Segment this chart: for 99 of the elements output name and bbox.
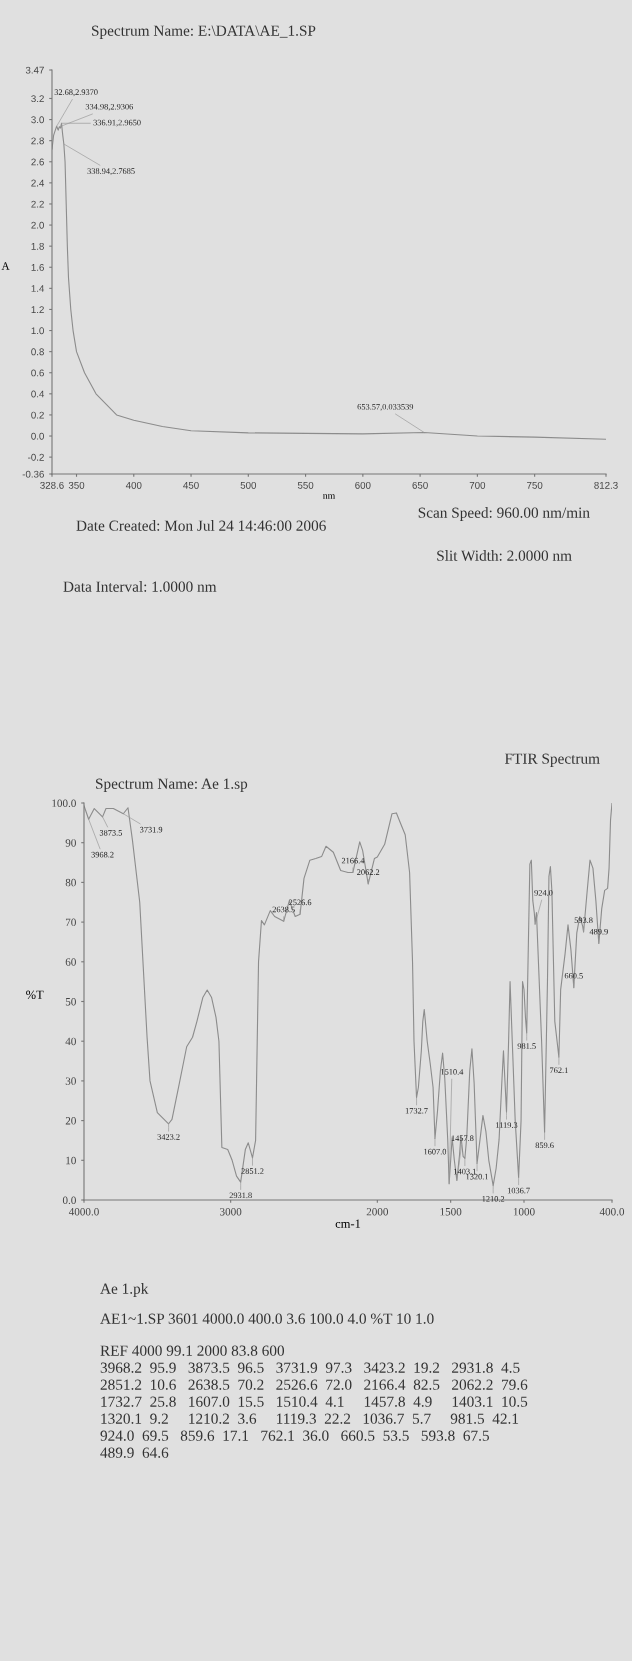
y-axis-title: %T bbox=[26, 990, 44, 999]
y-tick-label: 70 bbox=[65, 918, 76, 927]
text: Date Created: Mon Jul 24 14:46:00 2006 bbox=[76, 520, 326, 531]
y-tick-label: 1.4 bbox=[31, 285, 45, 292]
text: Data Interval: 1.0000 nm bbox=[63, 581, 217, 592]
chart-title: Spectrum Name: Ae 1.sp bbox=[96, 778, 248, 792]
chart-title: Spectrum Name: E:\DATA\AE_1.SP bbox=[92, 25, 316, 39]
x-tick-label: 650 bbox=[412, 481, 428, 489]
annotation: 489.9 bbox=[589, 928, 608, 935]
annotation: 2526.6 bbox=[289, 899, 312, 906]
annotation: 653.57,0.033539 bbox=[357, 403, 414, 411]
text: 2851.2 10.6 2638.5 70.2 2526.6 72.0 2166.4 82.5 2062.2 79.6 bbox=[100, 1379, 528, 1390]
annotation: 2851.2 bbox=[241, 1168, 264, 1174]
y-tick-label: 20 bbox=[65, 1117, 76, 1125]
x-tick-label: 400.0 bbox=[599, 1207, 625, 1216]
x-tick-label: 500 bbox=[240, 481, 257, 489]
annotation: 1403.1 bbox=[454, 1168, 476, 1175]
y-tick-label: -0.2 bbox=[28, 453, 44, 461]
annotation: 924.0 bbox=[534, 889, 553, 896]
y-axis-title: A bbox=[1, 262, 10, 270]
y-tick-label: 2.0 bbox=[31, 221, 44, 229]
y-tick-label: 2.6 bbox=[31, 158, 44, 166]
y-tick-label: 40 bbox=[65, 1037, 76, 1046]
annotation: 3731.9 bbox=[140, 826, 163, 833]
y-tick-label: -0.36 bbox=[22, 470, 44, 478]
text: AE1~1.SP 3601 4000.0 400.0 3.6 100.0 4.0 %T 10 1.0 bbox=[100, 1313, 434, 1324]
y-tick-label: 1.6 bbox=[31, 263, 44, 271]
y-tick-label: 1.0 bbox=[31, 327, 44, 335]
annotation: 3968.2 bbox=[91, 851, 114, 858]
y-tick-label: 10 bbox=[66, 1156, 76, 1165]
annotation: 1457.8 bbox=[451, 1135, 474, 1141]
y-tick-label: 100.0 bbox=[52, 799, 76, 808]
y-tick-label: 0.2 bbox=[31, 411, 44, 419]
y-tick-label: 3.2 bbox=[31, 95, 44, 103]
annotation: 1119.3 bbox=[496, 1122, 518, 1128]
y-tick-label: 1.2 bbox=[31, 306, 44, 313]
chart-subtitle: FTIR Spectrum bbox=[504, 753, 600, 767]
x-tick-label: 350 bbox=[68, 481, 85, 489]
y-tick-label: 30 bbox=[65, 1077, 76, 1085]
annotation: 1320.1 bbox=[466, 1173, 489, 1180]
x-tick-label: 1500 bbox=[440, 1207, 462, 1216]
y-tick-label: 0.0 bbox=[62, 1196, 76, 1205]
x-tick-label: 3000 bbox=[220, 1207, 242, 1216]
annotation: 1607.0 bbox=[424, 1148, 447, 1155]
x-tick-label: 1000 bbox=[513, 1207, 535, 1216]
x-tick-label: 450 bbox=[183, 481, 199, 489]
x-tick-label: 4000.0 bbox=[68, 1207, 99, 1216]
x-tick-label: 750 bbox=[527, 481, 543, 489]
annotation: 32.68,2.9370 bbox=[54, 89, 98, 97]
text: 489.9 64.6 bbox=[100, 1447, 169, 1458]
y-tick-label: 90 bbox=[65, 839, 76, 847]
annotation: 762.1 bbox=[550, 1067, 568, 1074]
annotation: 338.94,2.7685 bbox=[87, 168, 135, 176]
x-tick-label: 812.3 bbox=[594, 481, 618, 489]
text: 924.0 69.5 859.6 17.1 762.1 36.0 660.5 53.5 593.8 67.5 bbox=[100, 1430, 489, 1441]
annotation: 981.5 bbox=[517, 1043, 536, 1049]
text: Scan Speed: 960.00 nm/min bbox=[418, 507, 590, 521]
x-tick-label: 400 bbox=[125, 481, 142, 489]
text: Slit Width: 2.0000 nm bbox=[437, 550, 572, 561]
annotation: 593.8 bbox=[574, 917, 593, 924]
annotation: 3873.5 bbox=[99, 830, 123, 836]
annotation: 2638.5 bbox=[272, 906, 295, 913]
annotation: 660.5 bbox=[564, 972, 583, 979]
x-tick-label: 600 bbox=[355, 481, 371, 489]
annotation: 334.98,2.9306 bbox=[85, 103, 134, 111]
y-tick-label: 0.6 bbox=[31, 369, 44, 377]
x-axis-title: cm-1 bbox=[335, 1219, 361, 1228]
y-tick-label: 2.8 bbox=[31, 137, 44, 145]
annotation: 1732.7 bbox=[405, 1107, 428, 1114]
y-tick-label: 0.8 bbox=[31, 348, 44, 356]
annotation: 1510.4 bbox=[441, 1069, 464, 1075]
x-axis-title: nm bbox=[323, 494, 336, 499]
annotation: 3423.2 bbox=[157, 1134, 180, 1140]
y-tick-label: 1.8 bbox=[31, 242, 44, 250]
y-tick-label: 2.2 bbox=[31, 200, 44, 208]
text: 3968.2 95.9 3873.5 96.5 3731.9 97.3 3423.2 19.2 2931.8 4.5 bbox=[100, 1362, 520, 1373]
annotation: 336.91,2.9650 bbox=[93, 119, 141, 127]
y-tick-label: 0.4 bbox=[31, 390, 45, 398]
text: 1320.1 9.2 1210.2 3.6 1119.3 22.2 1036.7 5.7 981.5 42.1 bbox=[101, 1413, 519, 1424]
annotation: 1210.2 bbox=[482, 1196, 505, 1202]
y-tick-label: 2.4 bbox=[31, 179, 45, 187]
annotation: 2166.4 bbox=[341, 857, 365, 864]
annotation: 2062.2 bbox=[357, 869, 380, 875]
y-tick-label: 50 bbox=[65, 997, 76, 1006]
text: REF 4000 99.1 2000 83.8 600 bbox=[100, 1345, 285, 1356]
y-tick-label: 3.47 bbox=[25, 66, 44, 74]
annotation: 2931.8 bbox=[229, 1192, 252, 1199]
y-tick-label: 60 bbox=[65, 958, 76, 966]
text: Ae 1.pk bbox=[100, 1283, 149, 1297]
x-tick-label: 700 bbox=[469, 481, 486, 489]
x-tick-label: 328.6 bbox=[40, 481, 64, 489]
y-tick-label: 0.0 bbox=[31, 432, 44, 440]
y-tick-label: 80 bbox=[65, 878, 76, 887]
annotation: 1036.7 bbox=[507, 1187, 530, 1194]
x-tick-label: 2000 bbox=[366, 1207, 389, 1216]
text: 1732.7 25.8 1607.0 15.5 1510.4 4.1 1457.8 4.9 1403.1 10.5 bbox=[101, 1396, 528, 1407]
y-tick-label: 3.0 bbox=[31, 116, 44, 124]
x-tick-label: 550 bbox=[297, 481, 314, 489]
annotation: 859.6 bbox=[535, 1142, 554, 1149]
